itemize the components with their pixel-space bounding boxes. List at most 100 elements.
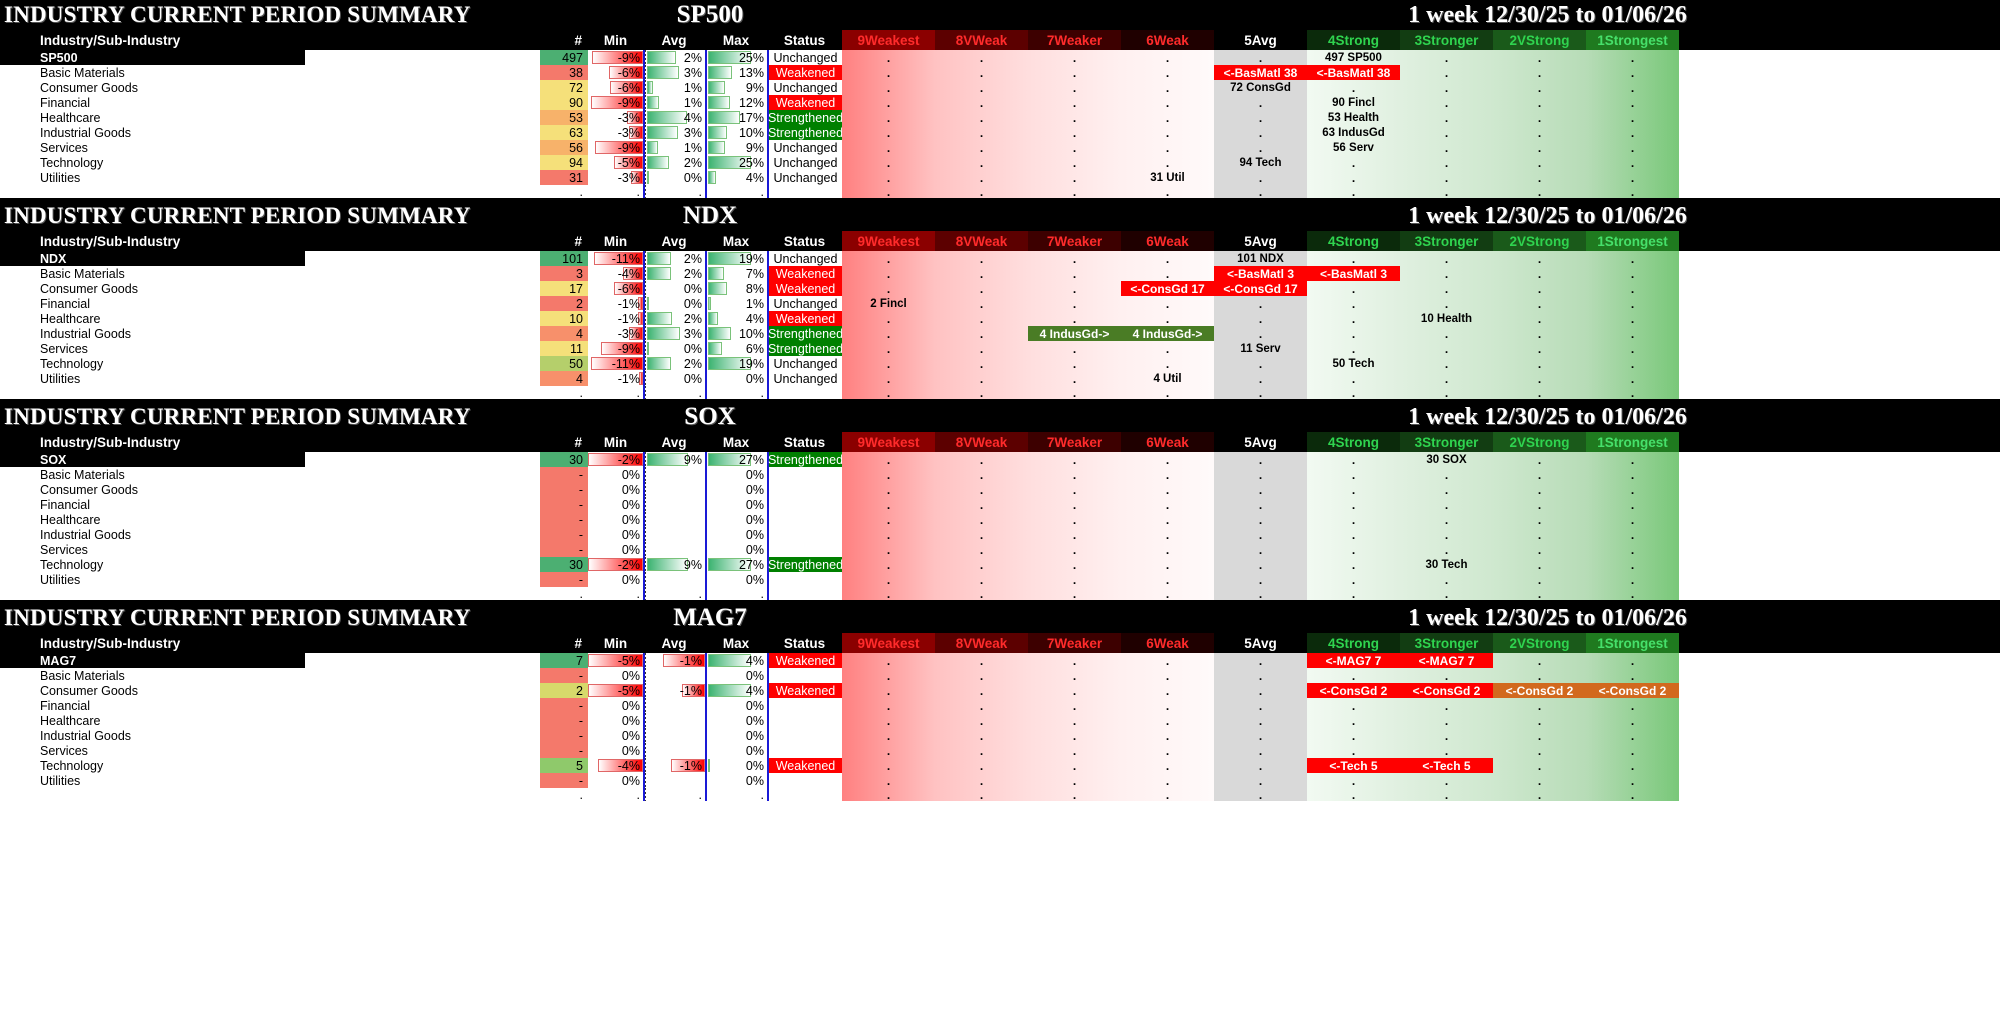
row-min-cell: -9% bbox=[588, 341, 643, 356]
report-title: INDUSTRY CURRENT PERIOD SUMMARY bbox=[4, 203, 471, 228]
row-bucket-cell-4strong: . bbox=[1307, 296, 1400, 311]
row-bucket-cell-1strongest: . bbox=[1586, 482, 1679, 497]
bucket-empty-dot: . bbox=[1072, 155, 1077, 170]
bucket-empty-dot: . bbox=[979, 110, 984, 125]
row-bucket-cell-8vweak: . bbox=[935, 698, 1028, 713]
row-avg-value: 1% bbox=[683, 140, 702, 155]
bucket-empty-dot: . bbox=[1258, 698, 1263, 713]
bucket-empty-dot: . bbox=[1630, 326, 1635, 341]
bucket-empty-dot: . bbox=[979, 787, 984, 802]
row-avg-bar bbox=[647, 141, 659, 154]
row-bucket-cell-1strongest: . bbox=[1586, 572, 1679, 587]
row-min-value: -4% bbox=[617, 266, 640, 281]
bucket-empty-dot: . bbox=[979, 296, 984, 311]
bucket-tag-label: 72 ConsGd bbox=[1230, 81, 1291, 94]
row-min-value: 0% bbox=[621, 542, 640, 557]
bucket-empty-dot: . bbox=[1072, 542, 1077, 557]
row-bucket-cell-5avg: 94 Tech bbox=[1214, 155, 1307, 170]
table-row: NDX 101 -11% 2% 19% Unchanged.... 101 NDX.... bbox=[0, 251, 2000, 266]
col-header-bucket-5avg: 5Avg bbox=[1214, 231, 1307, 251]
bucket-empty-dot: . bbox=[979, 311, 984, 326]
row-status-badge: Weakened bbox=[767, 683, 842, 698]
table-row: Industrial Goods 4 -3% 3% 10% Strengthened.. 4… bbox=[0, 326, 2000, 341]
bucket-empty-dot: . bbox=[1444, 251, 1449, 266]
row-bucket-cell-7weaker: . bbox=[1028, 311, 1121, 326]
row-bucket-cell-1strongest: . bbox=[1586, 110, 1679, 125]
bucket-empty-dot: . bbox=[1537, 572, 1542, 587]
row-bucket-cell-9weakest: . bbox=[842, 452, 935, 467]
bucket-empty-dot: . bbox=[1537, 713, 1542, 728]
panel-rows: SOX 30 -2% 9% 27% Strengthened...... 30 SOX.. B… bbox=[0, 452, 2000, 601]
bucket-empty-dot: . bbox=[886, 683, 891, 698]
table-row: Basic Materials - 0% 0%......... bbox=[0, 668, 2000, 683]
row-bucket-cell-2vstrong: . bbox=[1493, 65, 1586, 80]
row-status-badge bbox=[767, 386, 842, 399]
row-count-value: 10 bbox=[569, 311, 583, 326]
row-bucket-cell-4strong: . bbox=[1307, 467, 1400, 482]
row-min-value: -9% bbox=[617, 50, 640, 65]
col-header-bucket-5avg: 5Avg bbox=[1214, 30, 1307, 50]
bucket-empty-dot: . bbox=[1072, 653, 1077, 668]
row-bucket-cell-1strongest: . bbox=[1586, 713, 1679, 728]
row-bucket-cell-4strong: 56 Serv bbox=[1307, 140, 1400, 155]
row-min-value: -5% bbox=[617, 155, 640, 170]
row-status-badge: Strengthened bbox=[767, 110, 844, 125]
row-min-cell: -6% bbox=[588, 65, 643, 80]
row-min-cell: 0% bbox=[588, 668, 643, 683]
row-max-value: 8% bbox=[745, 281, 764, 296]
bucket-empty-dot: . bbox=[979, 467, 984, 482]
row-bucket-cell-7weaker: . bbox=[1028, 386, 1121, 400]
row-bucket-cell-5avg: . bbox=[1214, 698, 1307, 713]
bucket-empty-dot: . bbox=[1072, 50, 1077, 65]
row-bucket-cell-5avg: . bbox=[1214, 185, 1307, 199]
row-min-bar bbox=[628, 327, 643, 340]
bucket-empty-dot: . bbox=[1072, 787, 1077, 802]
row-bucket-cell-3stronger: . bbox=[1400, 80, 1493, 95]
table-row: Industrial Goods - 0% 0%......... bbox=[0, 527, 2000, 542]
row-name-label: Financial bbox=[40, 296, 91, 311]
row-max-bar bbox=[708, 297, 711, 310]
row-name-label: Consumer Goods bbox=[40, 281, 138, 296]
row-bucket-cell-1strongest: . bbox=[1586, 326, 1679, 341]
row-max-bar bbox=[708, 171, 716, 184]
row-bucket-cell-2vstrong: . bbox=[1493, 467, 1586, 482]
bucket-empty-dot: . bbox=[1444, 80, 1449, 95]
row-bucket-cell-3stronger: . bbox=[1400, 527, 1493, 542]
row-count-cell: - bbox=[540, 572, 588, 587]
row-bucket-cell-8vweak: . bbox=[935, 542, 1028, 557]
row-min-cell: -5% bbox=[588, 683, 643, 698]
bucket-empty-dot: . bbox=[1351, 296, 1356, 311]
bucket-empty-dot: . bbox=[1630, 758, 1635, 773]
row-avg-value: . bbox=[698, 586, 702, 601]
bucket-empty-dot: . bbox=[886, 557, 891, 572]
row-status-badge bbox=[767, 527, 842, 542]
row-min-value: 0% bbox=[621, 668, 640, 683]
row-count-cell: . bbox=[540, 185, 588, 199]
row-bucket-cell-4strong: . bbox=[1307, 773, 1400, 788]
row-max-cell: 9% bbox=[705, 140, 767, 155]
row-avg-cell: 1% bbox=[643, 140, 705, 155]
row-min-cell: -4% bbox=[588, 758, 643, 773]
row-min-cell: 0% bbox=[588, 467, 643, 482]
spacer-row: ............. bbox=[0, 586, 2000, 601]
row-bucket-cell-6weak: . bbox=[1121, 743, 1214, 758]
bucket-empty-dot: . bbox=[1072, 311, 1077, 326]
row-max-cell: 0% bbox=[705, 527, 767, 542]
bucket-empty-dot: . bbox=[1630, 140, 1635, 155]
row-bucket-cell-1strongest: . bbox=[1586, 185, 1679, 199]
bucket-empty-dot: . bbox=[1630, 80, 1635, 95]
bucket-empty-dot: . bbox=[1351, 527, 1356, 542]
row-bucket-cell-4strong: . bbox=[1307, 512, 1400, 527]
row-bucket-cell-9weakest: . bbox=[842, 572, 935, 587]
row-count-value: - bbox=[578, 572, 583, 587]
col-header-bucket-8vweak: 8VWeak bbox=[935, 30, 1028, 50]
row-bucket-cell-8vweak: . bbox=[935, 251, 1028, 266]
bucket-empty-dot: . bbox=[979, 65, 984, 80]
bucket-empty-dot: . bbox=[1444, 356, 1449, 371]
bucket-empty-dot: . bbox=[1351, 668, 1356, 683]
row-bucket-cell-1strongest: . bbox=[1586, 170, 1679, 185]
row-bucket-cell-5avg: 11 Serv bbox=[1214, 341, 1307, 356]
row-bucket-cell-4strong: . bbox=[1307, 341, 1400, 356]
col-header-bucket-6weak: 6Weak bbox=[1121, 30, 1214, 50]
bucket-empty-dot: . bbox=[1258, 728, 1263, 743]
